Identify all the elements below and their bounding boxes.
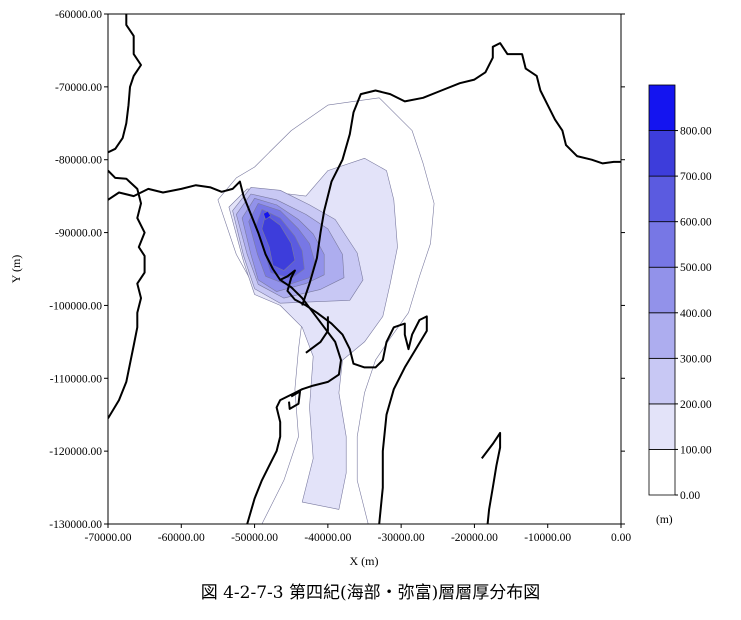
legend-label: 200.00 <box>680 399 712 411</box>
legend-label: 0.00 <box>680 490 700 502</box>
y-axis-label: Y (m) <box>9 255 23 284</box>
legend-label: 800.00 <box>680 126 712 138</box>
y-tick-label: -120000.00 <box>49 446 102 458</box>
x-axis-ticks: -70000.00 -60000.00 -50000.00 -40000.00 -300… <box>85 524 631 544</box>
legend-colorbar: 0.00 100.00 200.00 300.00 400.00 500.00 600.00… <box>648 84 712 502</box>
y-tick-label: -90000.00 <box>55 228 102 240</box>
boundary-line-5 <box>301 42 621 306</box>
y-axis-ticks: -60000.00 -70000.00 -80000.00 -90000.00 -100… <box>49 9 625 531</box>
x-tick-label: -30000.00 <box>378 532 425 544</box>
y-tick-label: -130000.00 <box>49 519 102 531</box>
legend-swatch-300 <box>648 312 676 359</box>
x-tick-label: -40000.00 <box>304 532 351 544</box>
legend-swatch-100 <box>648 403 676 450</box>
legend-label: 600.00 <box>680 217 712 229</box>
thickness-zones <box>217 97 435 524</box>
legend-swatch-0 <box>648 449 676 496</box>
x-axis-label: X (m) <box>350 554 379 568</box>
y-tick-label: -70000.00 <box>55 82 102 94</box>
x-tick-label: -70000.00 <box>85 532 132 544</box>
boundary-line-1 <box>108 169 146 419</box>
plot-frame <box>107 13 622 525</box>
legend-label: 400.00 <box>680 308 712 320</box>
x-tick-label: 0.00 <box>611 532 631 544</box>
y-tick-label: -80000.00 <box>55 155 102 167</box>
x-tick-label: -50000.00 <box>231 532 278 544</box>
boundary-lines <box>108 14 621 524</box>
zone-800 <box>263 211 272 220</box>
boundary-line-6 <box>305 316 329 354</box>
legend-label: 500.00 <box>680 262 712 274</box>
boundary-line-3 <box>246 279 342 524</box>
legend-swatch-200 <box>648 357 676 405</box>
figure-caption: 図 4-2-7-3 第四紀(海部・弥富)層層厚分布図 <box>200 583 541 603</box>
legend-swatch-800 <box>648 84 676 131</box>
boundary-line-0 <box>108 14 142 154</box>
boundary-line-7 <box>481 431 502 524</box>
legend-label: 300.00 <box>680 353 712 365</box>
x-tick-label: -10000.00 <box>524 532 571 544</box>
legend-swatch-600 <box>648 175 676 223</box>
x-tick-label: -60000.00 <box>158 532 205 544</box>
legend-unit: (m) <box>656 514 673 526</box>
legend-swatch-700 <box>648 130 676 177</box>
zone-700 <box>261 214 296 271</box>
y-tick-label: -100000.00 <box>49 300 102 312</box>
boundary-line-2 <box>108 180 428 524</box>
legend-label: 100.00 <box>680 444 712 456</box>
legend-label: 700.00 <box>680 171 712 183</box>
boundary-line-4 <box>288 390 301 410</box>
legend-swatch-500 <box>648 221 676 268</box>
y-tick-label: -60000.00 <box>55 9 102 21</box>
x-tick-label: -20000.00 <box>451 532 498 544</box>
legend-swatch-400 <box>648 266 676 314</box>
y-tick-label: -110000.00 <box>50 373 103 385</box>
